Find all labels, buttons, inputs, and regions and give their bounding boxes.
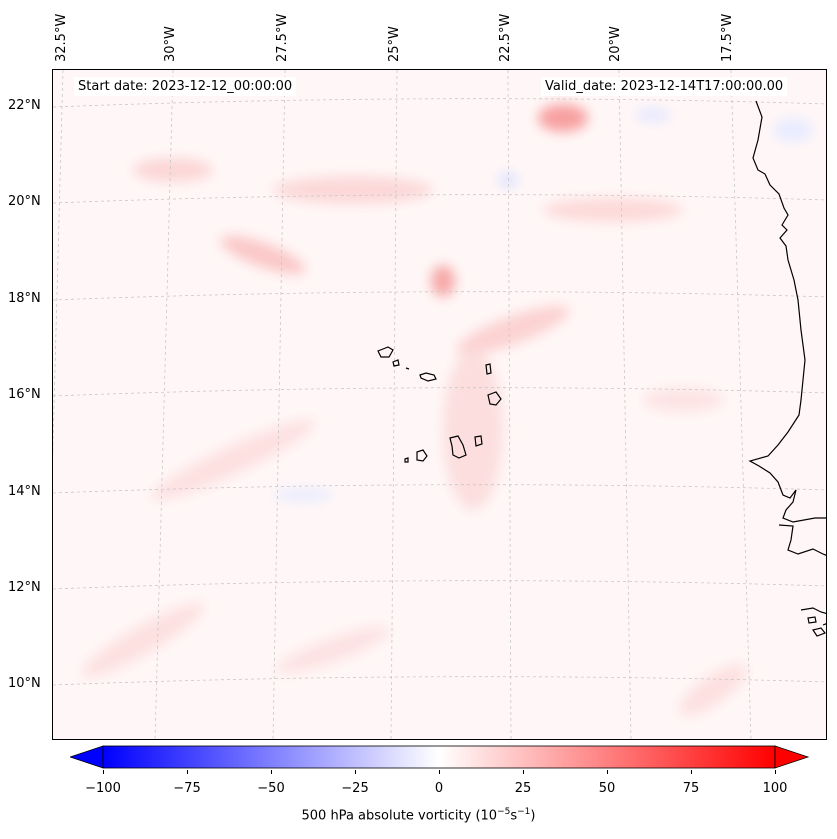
colorbar-label: 500 hPa absolute vorticity (10−5s−1)	[0, 807, 837, 823]
coastline	[748, 100, 826, 523]
lat-label: 20°N	[8, 194, 41, 209]
vorticity-minimum	[498, 172, 518, 188]
lon-gridline	[618, 70, 632, 739]
lon-label: 22.5°W	[498, 13, 513, 62]
start-date-label: Start date: 2023-12-12_00:00:00	[74, 77, 297, 96]
lat-gridline	[53, 98, 826, 108]
colorbar-tick-label: −50	[257, 781, 285, 796]
lat-label: 16°N	[8, 387, 41, 402]
vorticity-band	[443, 350, 503, 510]
vorticity-band	[643, 388, 723, 412]
colorbar-label-exponent: −5	[497, 807, 511, 817]
vorticity-minimum	[273, 489, 333, 501]
coastline	[800, 607, 826, 637]
colorbar-tick-label: 0	[434, 781, 444, 796]
lon-label: 32.5°W	[54, 13, 69, 62]
colorbar-tick-mark	[271, 770, 272, 774]
colorbar-tick-label: −25	[341, 781, 369, 796]
colorbar-tick-mark	[439, 770, 440, 774]
colorbar-tick-mark	[691, 770, 692, 774]
lat-label: 12°N	[8, 580, 41, 595]
colorbar-tick-label: −100	[85, 781, 121, 796]
vorticity-band	[276, 626, 390, 674]
colorbar-label-unit: s	[510, 808, 518, 824]
lon-label: 17.5°W	[720, 13, 735, 62]
lat-gridline	[53, 194, 826, 204]
vorticity-anomalies	[81, 104, 813, 716]
lon-gridline	[730, 70, 752, 739]
lat-gridline	[53, 580, 826, 590]
colorbar-tick-label: 25	[514, 781, 532, 796]
lat-label: 10°N	[8, 676, 41, 691]
vorticity-band	[133, 158, 213, 182]
colorbar-bar	[102, 745, 776, 769]
lat-label: 22°N	[8, 98, 41, 113]
colorbar-label-text: 500 hPa absolute vorticity (10	[301, 808, 498, 824]
island-outline	[487, 391, 502, 406]
island-outline	[474, 435, 483, 447]
colorbar-tick-mark	[775, 770, 776, 774]
lon-label: 20°W	[608, 26, 623, 62]
colorbar-min-extend	[68, 745, 104, 769]
island-outline	[377, 346, 394, 358]
lat-gridline	[53, 676, 826, 686]
vorticity-band	[456, 305, 570, 355]
lon-gridline	[390, 70, 398, 739]
lon-gridline	[507, 70, 512, 739]
colorbar-tick-mark	[187, 770, 188, 774]
coastlines	[377, 100, 826, 637]
lon-gridline	[272, 70, 286, 739]
colorbar-label-close: )	[530, 808, 536, 824]
vorticity-maximum	[538, 104, 588, 132]
colorbar-tick-label: 100	[762, 781, 788, 796]
colorbar-gradient	[68, 745, 810, 769]
colorbar-tick-label: 75	[682, 781, 700, 796]
colorbar-tick-mark	[523, 770, 524, 774]
map-panel[interactable]	[52, 69, 827, 740]
colorbar-tick-mark	[607, 770, 608, 774]
colorbar-tick-mark	[103, 770, 104, 774]
lat-gridline	[53, 387, 826, 397]
colorbar-max-extend	[774, 745, 810, 769]
lon-label: 27.5°W	[275, 13, 290, 62]
lat-gridline	[53, 484, 826, 494]
lat-gridline	[53, 291, 826, 301]
island-outline	[419, 372, 437, 382]
vorticity-band	[81, 602, 205, 678]
lon-label: 25°W	[387, 26, 402, 62]
vorticity-band	[273, 176, 433, 204]
gridlines	[53, 70, 826, 739]
vorticity-band	[151, 419, 315, 501]
lat-label: 18°N	[8, 291, 41, 306]
island-outline	[404, 457, 409, 463]
vorticity-band	[679, 664, 747, 716]
vorticity-minimum	[773, 118, 813, 142]
coastline	[778, 524, 826, 556]
vorticity-minimum	[635, 108, 671, 122]
lon-gridline	[154, 70, 174, 739]
lat-label: 14°N	[8, 484, 41, 499]
island-outline	[485, 363, 492, 375]
vorticity-band	[220, 235, 306, 275]
vorticity-maximum	[431, 265, 455, 297]
lon-gridline	[53, 70, 64, 458]
island-outline	[392, 359, 400, 367]
colorbar-label-exponent: −1	[517, 807, 531, 817]
island-outline	[416, 449, 428, 462]
vorticity-band	[543, 198, 683, 222]
lon-label: 30°W	[163, 26, 178, 62]
valid-date-label: Valid_date: 2023-12-14T17:00:00.00	[541, 77, 788, 96]
colorbar-tick-label: 50	[598, 781, 616, 796]
island-outline	[405, 367, 410, 370]
colorbar-tick-label: −75	[173, 781, 201, 796]
colorbar	[68, 745, 810, 769]
island-outline	[449, 435, 467, 459]
vorticity-field	[53, 70, 826, 739]
colorbar-tick-mark	[355, 770, 356, 774]
